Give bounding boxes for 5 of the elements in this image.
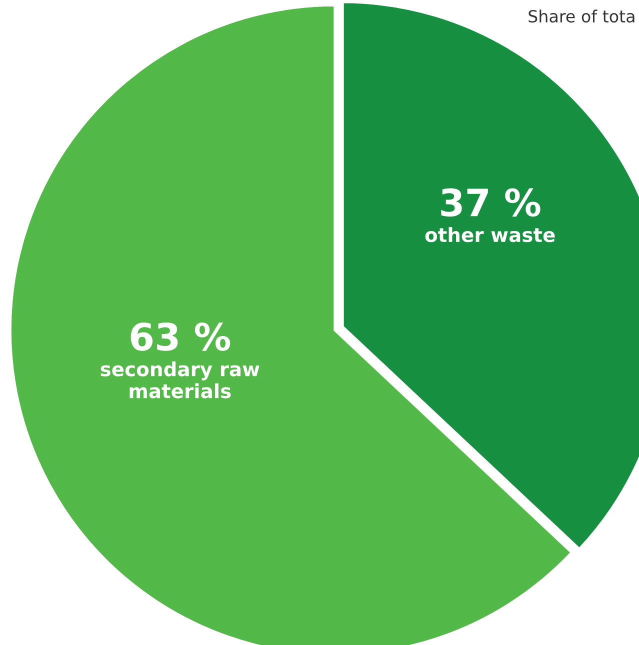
slice-label: secondary raw materials (100, 361, 260, 398)
text: Share of tota (528, 10, 634, 23)
slice-label: other waste (425, 227, 555, 242)
data-label: 37 % (441, 188, 540, 217)
data-label: 63 % (130, 322, 230, 351)
